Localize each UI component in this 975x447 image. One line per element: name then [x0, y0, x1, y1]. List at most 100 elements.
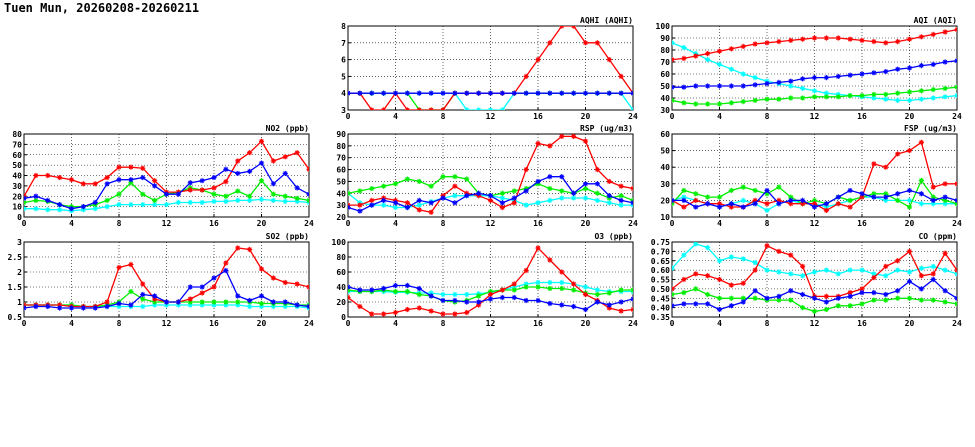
fsp-cyan-point — [883, 197, 889, 203]
o3-red-point — [381, 311, 387, 317]
aqi-green-point — [835, 94, 841, 100]
fsp-blue-point — [672, 197, 675, 203]
x-tick-label: 16 — [857, 112, 867, 121]
fsp-blue-point — [693, 204, 699, 210]
co-blue-point — [942, 288, 948, 294]
aqhi-red-point — [559, 26, 565, 29]
fsp-green-point — [693, 191, 699, 197]
fsp-red-point — [728, 204, 734, 210]
o3-red-point — [476, 302, 482, 308]
aqi-green-point — [871, 91, 877, 97]
rsp-blue-point — [499, 200, 505, 206]
fsp-cyan-point — [918, 201, 924, 207]
rsp-green-point — [559, 188, 565, 194]
x-tick-label: 4 — [393, 112, 398, 121]
rsp-blue-point — [392, 200, 399, 206]
aqi-title: AQI (AQI) — [914, 16, 957, 25]
aqi-cyan-point — [811, 88, 818, 94]
co-blue-point — [895, 288, 901, 294]
no2-red-point — [128, 164, 134, 170]
so2-green-point — [235, 299, 241, 305]
fsp-green-point — [871, 191, 877, 197]
rsp-blue-point — [487, 193, 494, 199]
rsp-green-point — [499, 190, 505, 196]
so2-blue-point — [80, 305, 86, 311]
aqi-blue-point — [752, 82, 758, 88]
co-red-point — [728, 282, 734, 288]
so2-blue-point — [187, 284, 193, 290]
x-tick-label: 8 — [765, 219, 770, 228]
y-tick-label: 30 — [12, 182, 22, 191]
aqi-green-point — [693, 101, 699, 107]
x-tick-label: 0 — [670, 219, 675, 228]
aqhi-red-point — [571, 26, 577, 29]
co-cyan-point — [752, 260, 758, 266]
y-tick-label: 0.55 — [651, 276, 670, 285]
x-tick-label: 4 — [393, 319, 398, 328]
aqi-red-point — [847, 36, 853, 42]
x-tick-label: 16 — [857, 319, 867, 328]
no2-green-point — [140, 191, 146, 197]
y-tick-label: 70 — [12, 140, 22, 149]
so2-blue-point — [282, 299, 288, 305]
so2-red-point — [247, 246, 253, 253]
co-cyan-point — [705, 245, 711, 251]
fsp-green-point — [895, 197, 901, 203]
o3-cyan-point — [428, 290, 434, 296]
so2-red-point — [152, 296, 158, 302]
aqhi-blue-point — [523, 90, 529, 96]
x-tick-label: 0 — [346, 219, 351, 228]
x-tick-label: 20 — [905, 219, 915, 228]
aqi-red-point — [740, 43, 746, 49]
rsp-blue-point — [416, 197, 422, 203]
fsp-red-point — [776, 197, 782, 203]
so2-blue-point — [140, 291, 146, 298]
y-tick-label: 0.40 — [651, 304, 670, 313]
aqi-green-point — [942, 85, 948, 91]
so2-green-point — [152, 299, 158, 305]
o3-blue-point — [559, 302, 565, 308]
co-red-point — [672, 286, 675, 292]
y-tick-label: 20 — [660, 196, 670, 205]
co-green-point — [883, 297, 889, 303]
o3-blue-point — [594, 299, 600, 305]
fsp-red-point — [693, 197, 699, 203]
y-tick-label: 50 — [12, 161, 22, 170]
co-blue-point — [954, 295, 957, 301]
rsp-green-point — [618, 193, 624, 199]
rsp-red-point — [594, 166, 600, 173]
aqhi-red-point — [428, 107, 434, 110]
o3-cyan-point — [452, 291, 458, 298]
no2-cyan-point — [235, 197, 241, 203]
o3-red-point — [523, 267, 529, 274]
aqi-cyan-point — [716, 61, 723, 67]
no2-red-point — [270, 158, 276, 164]
co-blue-point — [693, 301, 699, 307]
co-blue-point — [883, 291, 889, 298]
co-green-point — [728, 295, 734, 301]
x-tick-label: 24 — [304, 219, 314, 228]
rsp-green-point — [547, 185, 553, 192]
so2-blue-point — [294, 302, 300, 308]
co-cyan-point — [883, 273, 889, 279]
fsp-red-point — [859, 194, 865, 200]
y-tick-label: 10 — [12, 203, 22, 212]
aqi-green-point — [705, 101, 711, 107]
so2-blue-point — [199, 284, 205, 290]
aqi-red-point — [823, 35, 829, 41]
x-tick-label: 24 — [628, 319, 638, 328]
rsp-green-point — [369, 185, 375, 192]
y-tick-label: 0.60 — [651, 266, 670, 275]
fsp-blue-point — [800, 197, 806, 203]
o3-cyan-point — [511, 284, 517, 290]
fsp-red-point — [918, 139, 924, 145]
rsp-title: RSP (ug/m3) — [580, 124, 633, 133]
so2-green-point — [211, 299, 217, 305]
fsp-green-point — [788, 194, 794, 200]
y-tick-label: 3 — [17, 238, 22, 247]
no2-cyan-point — [223, 198, 229, 205]
co-cyan-point — [764, 267, 770, 273]
x-tick-label: 8 — [765, 319, 770, 328]
co-blue-point — [835, 295, 841, 301]
no2-red-point — [211, 185, 217, 191]
